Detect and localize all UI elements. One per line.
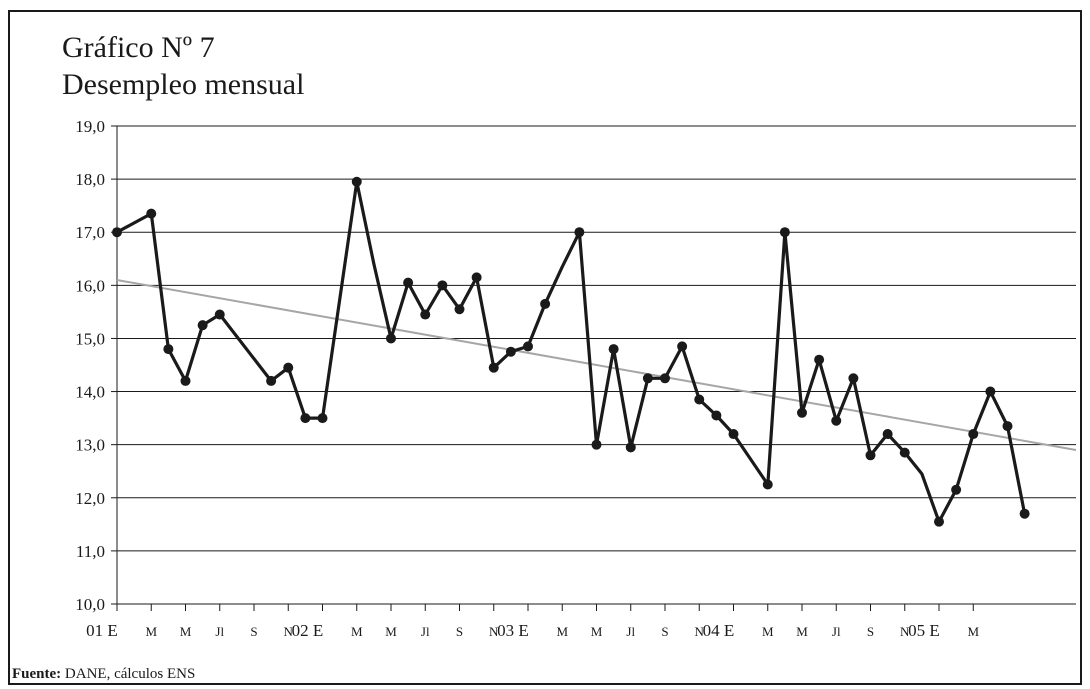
- chart-subtitle: Desempleo mensual: [62, 68, 305, 101]
- data-point: [694, 394, 705, 405]
- data-point: [386, 333, 396, 344]
- y-tick-label: 13,0: [75, 436, 105, 455]
- source-text: DANE, cálculos ENS: [61, 666, 196, 682]
- x-tick-label: M: [796, 624, 808, 639]
- x-tick-label: M: [556, 624, 568, 639]
- x-tick-label: N: [900, 624, 910, 639]
- data-point: [797, 407, 807, 418]
- x-tick-label: M: [967, 624, 979, 639]
- data-point: [146, 208, 157, 219]
- trend-line: [116, 279, 1077, 451]
- x-tick-label: N: [284, 624, 294, 639]
- data-point: [300, 413, 311, 424]
- data-point: [831, 415, 842, 426]
- x-tick-label: Jl: [832, 624, 841, 639]
- data-point: [266, 375, 277, 386]
- y-tick-label: 15,0: [75, 329, 105, 348]
- data-point: [540, 298, 551, 309]
- data-point: [283, 362, 294, 373]
- x-tick-label: M: [762, 624, 774, 639]
- data-point: [608, 344, 619, 355]
- data-point: [985, 386, 996, 397]
- source-note: Fuente: DANE, cálculos ENS: [12, 665, 195, 683]
- x-tick-label: 02 E: [292, 621, 324, 640]
- data-point: [814, 354, 825, 365]
- x-tick-label: Jl: [215, 624, 224, 639]
- y-tick-label: 10,0: [75, 595, 105, 614]
- trendline: [116, 279, 1077, 451]
- data-point: [968, 429, 979, 440]
- x-tick-label: 04 E: [703, 621, 735, 640]
- data-point: [180, 375, 191, 386]
- data-point: [762, 479, 773, 490]
- y-tick-label: 17,0: [75, 223, 105, 242]
- data-point: [1002, 421, 1013, 432]
- x-tick-label: M: [180, 624, 192, 639]
- chart-title: Gráfico Nº 7: [62, 31, 215, 64]
- y-axis-tick-labels: 10,0 11,0 12,0 13,0 14,0 15,0 16,0 17,0 18,0 19,0: [75, 117, 105, 614]
- data-point: [471, 272, 482, 283]
- data-point: [934, 516, 944, 527]
- data-point: [214, 309, 225, 320]
- data-point: [951, 484, 962, 495]
- data-point: [505, 346, 516, 357]
- data-point: [1019, 508, 1030, 519]
- data-point: [574, 227, 585, 238]
- y-tick-label: 19,0: [75, 117, 105, 136]
- data-point: [112, 227, 122, 238]
- data-point: [728, 429, 739, 440]
- x-tick-label: M: [385, 624, 397, 639]
- source-label: Fuente:: [12, 666, 62, 682]
- grid-lines: [117, 125, 1076, 552]
- x-tick-label: 01 E: [86, 621, 118, 640]
- chart-frame: [8, 10, 1082, 685]
- data-point: [660, 373, 670, 384]
- data-point: [523, 341, 533, 352]
- x-tick-label: M: [145, 624, 157, 639]
- data-point: [454, 304, 465, 315]
- x-axis-tick-labels: 01 E M M Jl S N02 E M M Jl S N03 E M M Jl S N04 E M M Jl S N…: [86, 621, 979, 640]
- y-tick-label: 12,0: [75, 489, 105, 508]
- x-tick-label: Jl: [626, 624, 635, 639]
- data-point: [711, 410, 722, 421]
- data-point: [625, 442, 636, 453]
- data-point: [591, 439, 602, 450]
- data-point: [779, 227, 790, 238]
- x-tick-label: S: [456, 624, 463, 639]
- y-tick-label: 18,0: [75, 170, 105, 189]
- data-point: [420, 309, 431, 320]
- data-point: [403, 277, 414, 288]
- x-tick-label: M: [591, 624, 603, 639]
- data-point: [882, 429, 893, 440]
- data-point: [488, 362, 499, 373]
- x-tick-label: 03 E: [497, 621, 529, 640]
- x-tick-label: S: [250, 624, 257, 639]
- data-point: [197, 320, 208, 331]
- data-point: [642, 373, 653, 384]
- x-tick-label: N: [489, 624, 499, 639]
- x-tick-label: M: [351, 624, 363, 639]
- y-tick-label: 16,0: [75, 276, 105, 295]
- y-tick-label: 11,0: [76, 542, 105, 561]
- data-point: [865, 450, 876, 461]
- x-tick-label: N: [695, 624, 705, 639]
- axes: [111, 125, 1076, 611]
- data-point: [848, 373, 859, 384]
- x-tick-label: 05 E: [908, 621, 940, 640]
- x-tick-label: S: [661, 624, 668, 639]
- unemployment-series: [112, 176, 1030, 527]
- data-point: [899, 447, 910, 458]
- x-tick-label: S: [867, 624, 874, 639]
- y-tick-label: 14,0: [75, 383, 105, 402]
- data-point: [437, 280, 448, 291]
- data-point: [677, 341, 688, 352]
- data-point: [163, 344, 174, 355]
- data-point: [351, 176, 362, 187]
- series-line: [115, 180, 1027, 524]
- data-point: [317, 413, 328, 424]
- x-tick-label: Jl: [421, 624, 430, 639]
